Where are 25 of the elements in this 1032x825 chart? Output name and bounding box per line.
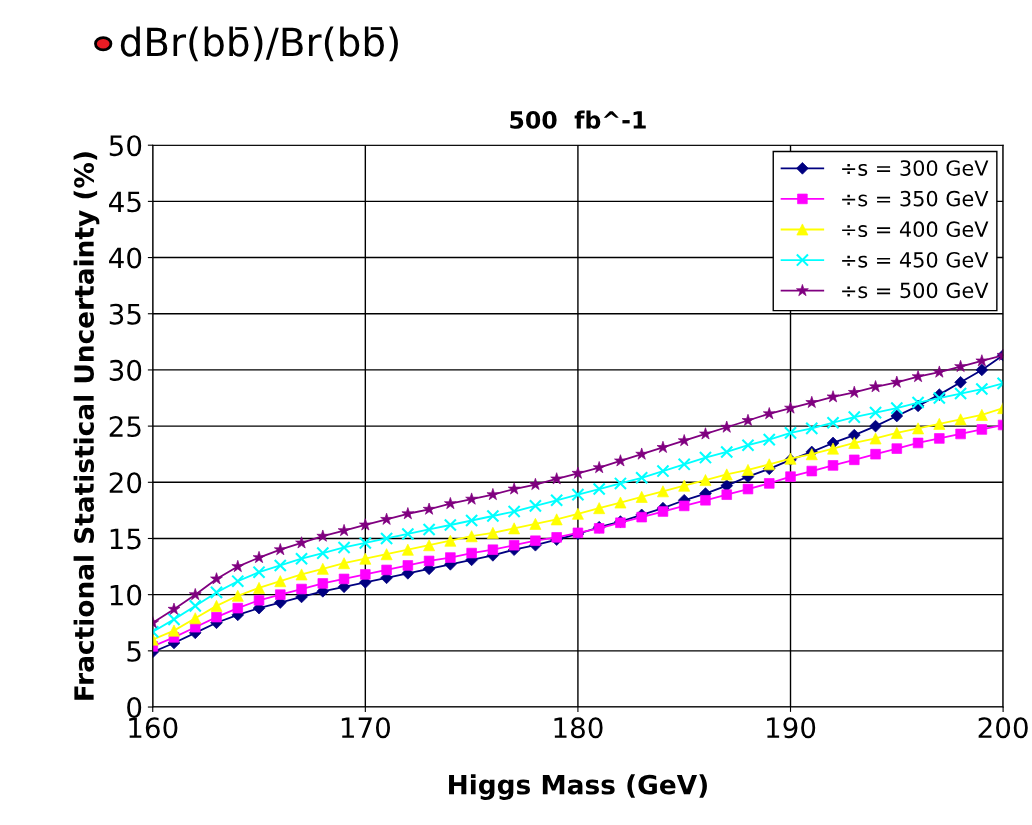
legend-label: ÷s = 300 GeV — [842, 160, 989, 176]
legend-label: ÷s = 400 GeV — [842, 221, 989, 238]
y-axis-title: Fractional Statistical Uncertainty (%) — [73, 152, 100, 700]
text: dBr(bb̄)/Br(bb̄) — [120, 26, 398, 62]
x-tick-label: 200 — [978, 717, 1028, 739]
y-tick-label: 30 — [109, 359, 142, 381]
y-tick-label: 0 — [127, 696, 142, 718]
x-tick-label: 180 — [554, 717, 603, 739]
y-tick-label: 10 — [110, 584, 142, 606]
legend-label: ÷s = 450 GeV — [842, 251, 989, 268]
y-tick-label: 40 — [109, 247, 142, 269]
x-tick-label: 170 — [341, 717, 390, 739]
y-tick-label: 50 — [109, 135, 142, 157]
chart-title: 500 fb^-1 — [510, 110, 646, 129]
x-axis-title: Higgs Mass (GeV) — [449, 774, 707, 800]
x-tick-label: 160 — [129, 717, 178, 739]
y-tick-label: 20 — [109, 472, 142, 494]
y-tick-label: 35 — [109, 303, 141, 325]
y-tick-label: 5 — [127, 641, 141, 662]
y-tick-label: 45 — [109, 191, 141, 213]
x-tick-label: 190 — [767, 717, 816, 739]
legend-label: ÷s = 500 GeV — [842, 282, 989, 299]
legend-label: ÷s = 350 GeV — [842, 190, 989, 207]
y-tick-label: 15 — [110, 528, 141, 550]
y-tick-label: 25 — [109, 416, 141, 438]
